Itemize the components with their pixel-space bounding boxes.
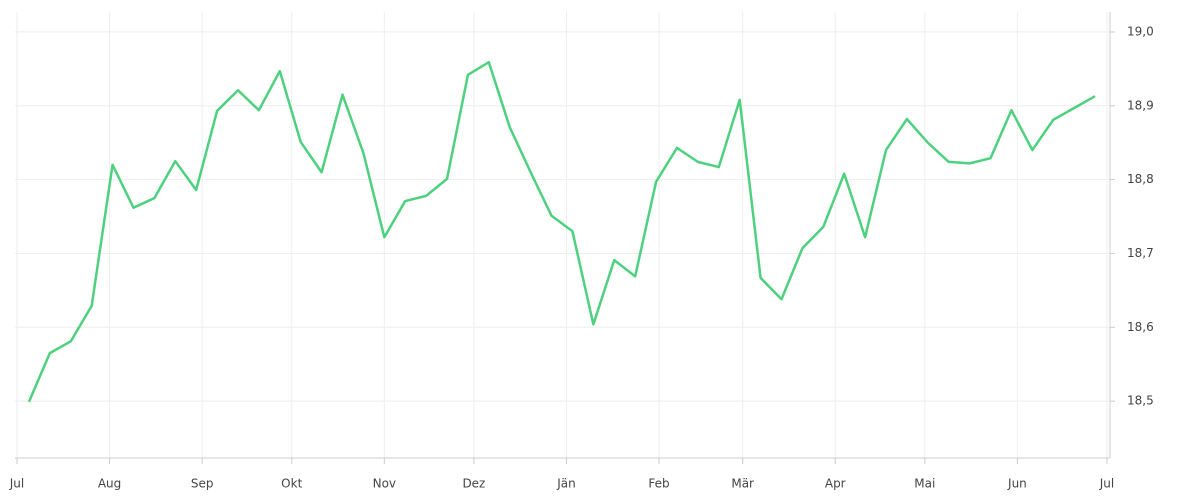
x-tick-label: Feb [648, 477, 669, 491]
x-tick-label: Mai [914, 477, 935, 491]
y-tick-label: 18,7 [1127, 246, 1154, 260]
line-series [27, 60, 1096, 403]
x-tick-label: Nov [373, 477, 396, 491]
y-tick-label: 18,6 [1127, 320, 1154, 334]
x-tick-label: Jän [556, 477, 576, 491]
x-tick-label: Jul [9, 477, 24, 491]
x-tick-label: Jul [1099, 477, 1114, 491]
x-tick-label: Okt [281, 477, 302, 491]
x-tick-label: Apr [825, 477, 846, 491]
y-tick-label: 18,9 [1127, 98, 1154, 112]
x-tick-label: Dez [462, 477, 485, 491]
y-tick-label: 18,8 [1127, 172, 1154, 186]
x-tick-label: Sep [191, 477, 214, 491]
y-tick-label: 19,0 [1127, 24, 1154, 38]
y-tick-label: 18,5 [1127, 394, 1154, 408]
x-tick-label: Aug [98, 477, 121, 491]
x-tick-label: Mär [731, 477, 754, 491]
x-tick-label: Jun [1007, 477, 1027, 491]
